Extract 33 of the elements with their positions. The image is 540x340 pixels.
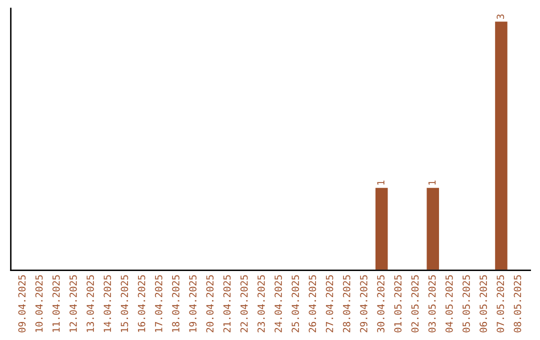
- x-tick-label: 28.04.2025: [342, 275, 350, 332]
- x-tick-label: 23.04.2025: [257, 275, 265, 332]
- x-tick-label: 27.04.2025: [326, 275, 334, 332]
- x-tick-label: 01.05.2025: [394, 275, 402, 332]
- x-tick-label: 09.04.2025: [18, 275, 26, 332]
- x-tick-label: 03.05.2025: [428, 275, 436, 332]
- x-tick-label: 16.04.2025: [138, 275, 146, 332]
- x-tick-label: 15.04.2025: [120, 275, 128, 332]
- x-tick-label: 24.04.2025: [274, 275, 282, 332]
- x-tick-label: 26.04.2025: [308, 275, 316, 332]
- x-tick-label: 08.05.2025: [514, 275, 522, 332]
- x-tick-label: 29.04.2025: [360, 275, 368, 332]
- x-tick-label: 06.05.2025: [480, 275, 487, 332]
- x-tick-label: 14.04.2025: [104, 275, 112, 332]
- x-tick-label: 22.04.2025: [240, 275, 248, 332]
- x-tick-label: 10.04.2025: [35, 275, 43, 332]
- x-tick-label: 13.04.2025: [86, 275, 94, 332]
- x-tick-label: 19.04.2025: [189, 275, 196, 332]
- x-tick-label: 21.04.2025: [223, 275, 231, 332]
- x-tick-label: 18.04.2025: [172, 275, 180, 332]
- x-tick-label: 07.05.2025: [496, 275, 504, 332]
- data-label: 3: [496, 14, 504, 19]
- x-tick-label: 25.04.2025: [292, 275, 300, 332]
- x-tick-label: 30.04.2025: [377, 275, 384, 332]
- x-tick-label: 11.04.2025: [52, 275, 60, 332]
- x-tick-label: 20.04.2025: [206, 275, 214, 332]
- data-label: 1: [428, 180, 436, 185]
- x-tick-label: 04.05.2025: [445, 275, 453, 332]
- data-label: 1: [377, 180, 384, 185]
- x-tick-label: 05.05.2025: [462, 275, 470, 332]
- x-tick-label: 12.04.2025: [70, 275, 77, 332]
- x-tick-label: 02.05.2025: [411, 275, 419, 332]
- x-tick-label: 17.04.2025: [154, 275, 162, 332]
